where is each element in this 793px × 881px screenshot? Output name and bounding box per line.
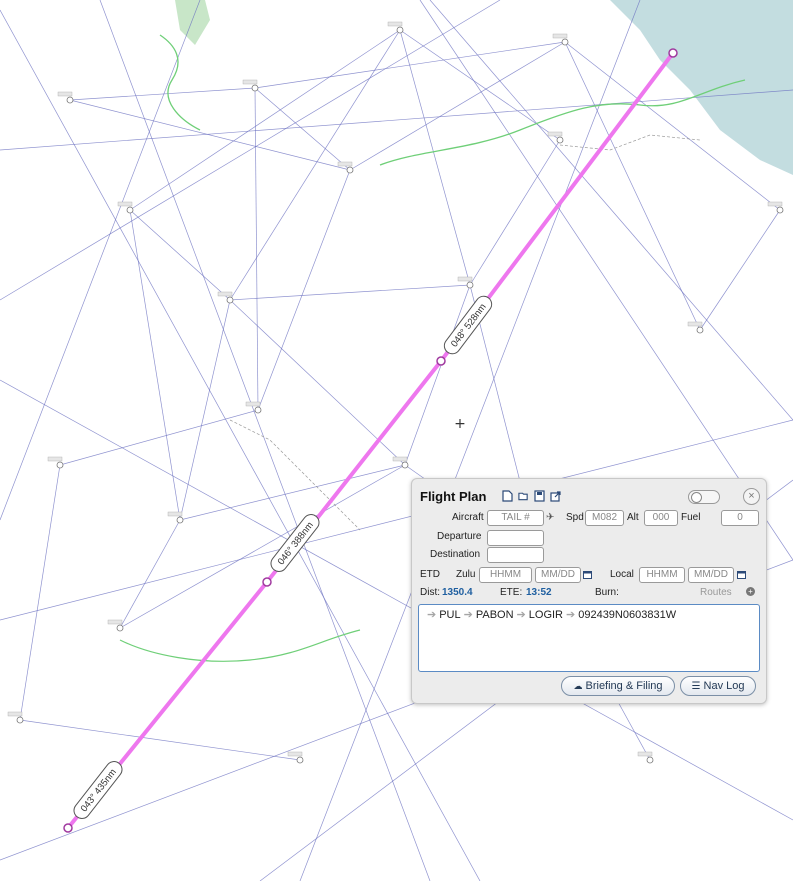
fuel-label: Fuel [681,512,701,523]
distance-label: Dist: [420,587,440,598]
route-waypoint-3[interactable] [436,356,446,366]
fuel-input[interactable]: 0 [721,510,759,526]
toggle-knob [691,492,702,503]
borders-layer [119,34,746,662]
toggle-switch[interactable] [688,490,720,504]
route-waypoint: LOGIR [528,609,563,621]
speed-input[interactable]: M082 [585,510,624,526]
aircraft-label: Aircraft [452,512,484,523]
list-icon: ☰ [691,681,701,692]
burn-label: Burn: [595,587,619,598]
new-file-icon[interactable] [502,490,513,502]
nav-log-button[interactable]: ☰ Nav Log [680,676,756,696]
crosshair-icon: + [454,416,466,432]
altitude-input[interactable]: 000 [644,510,678,526]
briefing-filing-button[interactable]: ☁ Briefing & Filing [561,676,675,696]
save-icon[interactable] [534,490,545,502]
flight-plan-panel: Flight Plan × Aircraft TAIL # ✈ Spd M082… [411,478,767,704]
ete-label: ETE: [500,587,523,598]
route-arrow-icon: ➔ [427,609,437,621]
destination-input[interactable] [487,547,544,563]
aircraft-plane-icon[interactable]: ✈ [546,512,555,523]
route-waypoint-1[interactable] [63,823,73,833]
destination-label: Destination [430,549,481,560]
routes-add-icon[interactable]: + [746,587,755,596]
departure-input[interactable] [487,530,544,546]
route-waypoint: PABON [475,609,514,621]
local-time-input[interactable]: HHMM [639,567,685,583]
route-arrow-icon: ➔ [566,609,576,621]
briefing-filing-label: Briefing & Filing [585,680,663,692]
briefing-icon: ☁ [573,681,583,691]
close-icon[interactable]: × [743,488,760,505]
route-waypoint: 092439N0603831W [578,609,677,621]
route-waypoint: PUL [439,609,461,621]
zulu-calendar-icon[interactable] [583,570,592,579]
local-calendar-icon[interactable] [737,570,746,579]
route-text: ➔ PUL ➔ PABON ➔ LOGIR ➔ 092439N0603831W [424,608,676,621]
sea-area [610,0,793,175]
zulu-label: Zulu [456,569,476,580]
open-folder-icon[interactable] [518,490,529,502]
flight-plan-title: Flight Plan [420,489,487,504]
route-line[interactable] [66,51,675,830]
route-arrow-icon: ➔ [463,609,473,621]
zulu-time-input[interactable]: HHMM [479,567,532,583]
route-arrow-icon: ➔ [516,609,526,621]
distance-value: 1350.4 [442,587,473,598]
local-date-input[interactable]: MM/DD [688,567,734,583]
nav-log-label: Nav Log [703,680,745,692]
route-waypoint-4[interactable] [668,48,678,58]
route-input[interactable]: ➔ PUL ➔ PABON ➔ LOGIR ➔ 092439N0603831W [418,604,760,672]
local-label: Local [610,569,634,580]
zulu-date-input[interactable]: MM/DD [535,567,581,583]
ete-value: 13:52 [526,587,552,598]
departure-label: Departure [437,531,482,542]
aircraft-input[interactable]: TAIL # [487,510,544,526]
speed-label: Spd [566,512,584,523]
etd-label: ETD [420,569,440,580]
route-waypoint-2[interactable] [262,577,272,587]
routes-link[interactable]: Routes [700,587,732,598]
green-area [175,0,210,45]
altitude-label: Alt [627,512,639,523]
share-icon[interactable] [550,490,561,502]
